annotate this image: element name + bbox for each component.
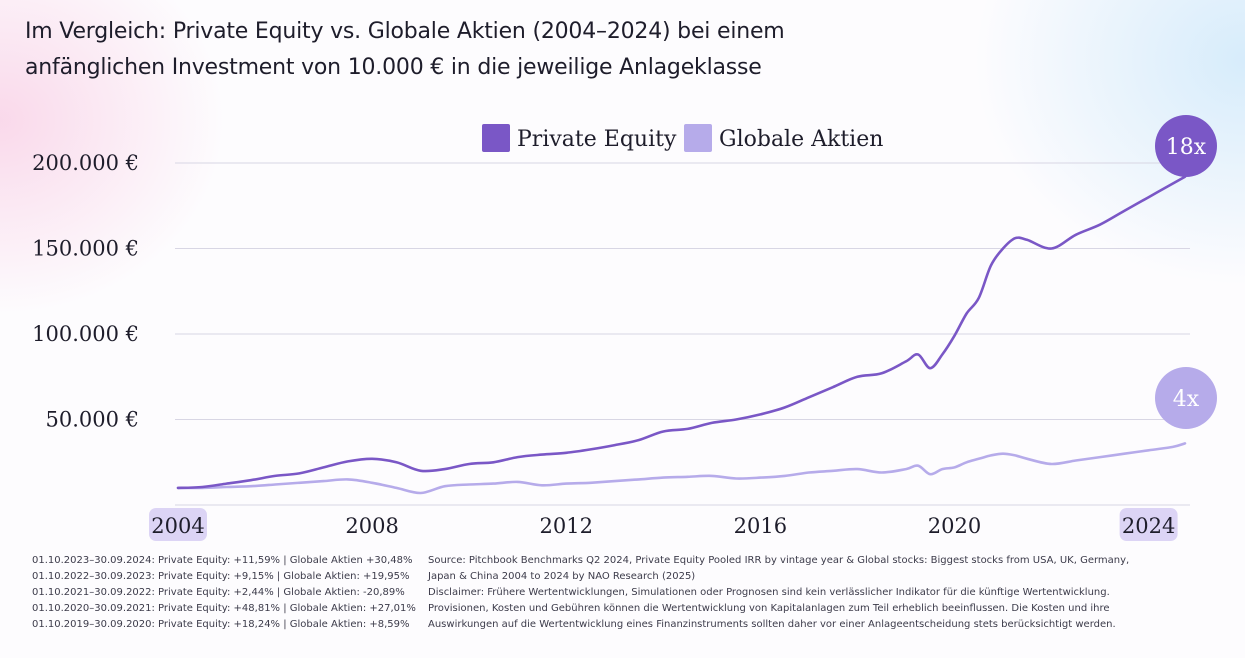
x-tick-highlight xyxy=(149,508,207,541)
series-line-globale-aktien xyxy=(176,442,1187,495)
note-line: Japan & China 2004 to 2024 by NAO Resear… xyxy=(428,571,696,582)
period-return-line: 01.10.2022–30.09.2023: Private Equity: +… xyxy=(32,571,410,582)
x-tick-label: 2020 xyxy=(928,514,981,538)
end-badge-label: 18x xyxy=(1166,135,1207,160)
y-tick-label: 200.000 € xyxy=(32,151,139,175)
line-chart: 50.000 € 100.000 € 150.000 € 200.000 € 2004 2… xyxy=(32,115,1217,541)
end-badge-circle xyxy=(1155,115,1217,177)
period-return-line: 01.10.2020–30.09.2021: Private Equity: +… xyxy=(32,603,416,614)
note-line: Disclaimer: Frühere Wertentwicklungen, S… xyxy=(428,587,1110,598)
y-tick-label: 50.000 € xyxy=(45,408,139,432)
legend-label: Private Equity xyxy=(517,127,677,152)
chart-title-line-2: anfänglichen Investment von 10.000 € in … xyxy=(25,55,762,80)
period-return-line: 01.10.2023–30.09.2024: Private Equity: +… xyxy=(32,555,413,566)
legend-label: Globale Aktien xyxy=(719,127,883,152)
x-tick-label: 2004 xyxy=(151,514,204,538)
source-disclaimer-notes: Source: Pitchbook Benchmarks Q2 2024, Pr… xyxy=(428,553,1129,633)
note-line: Source: Pitchbook Benchmarks Q2 2024, Pr… xyxy=(428,555,1130,566)
y-tick-label: 100.000 € xyxy=(32,322,139,346)
end-badge-circle xyxy=(1155,367,1217,429)
legend-swatch xyxy=(684,124,712,152)
chart-title-line-1: Im Vergleich: Private Equity vs. Globale… xyxy=(25,19,785,44)
period-return-line: 01.10.2019–30.09.2020: Private Equity: +… xyxy=(32,619,410,630)
x-tick-label: 2008 xyxy=(345,514,398,538)
x-tick-label: 2024 xyxy=(1122,514,1175,538)
legend-swatch xyxy=(482,124,510,152)
x-tick-label: 2016 xyxy=(734,514,787,538)
note-line: Auswirkungen auf die Wertentwicklung ein… xyxy=(428,619,1116,630)
period-returns-list: 01.10.2023–30.09.2024: Private Equity: +… xyxy=(32,553,416,633)
y-tick-label: 150.000 € xyxy=(32,237,139,261)
x-tick-label: 2012 xyxy=(540,514,593,538)
end-badge-label: 4x xyxy=(1173,387,1200,412)
series-line-private-equity xyxy=(176,175,1187,490)
period-return-line: 01.10.2021–30.09.2022: Private Equity: +… xyxy=(32,587,405,598)
chart-title: Im Vergleich: Private Equity vs. Globale… xyxy=(25,14,785,86)
note-line: Provisionen, Kosten und Gebühren können … xyxy=(428,603,1110,614)
x-tick-highlight xyxy=(1119,508,1178,541)
